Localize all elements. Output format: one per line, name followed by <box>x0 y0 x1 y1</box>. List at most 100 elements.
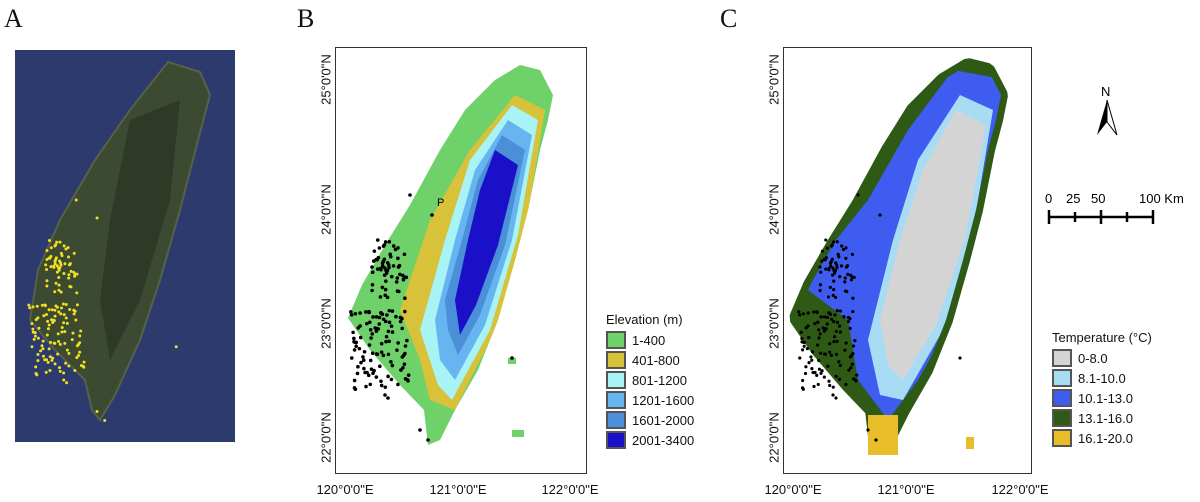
sample-point <box>361 358 366 363</box>
sample-point <box>62 271 66 275</box>
temperature-map <box>796 65 1008 455</box>
sample-point <box>367 343 372 347</box>
sample-point <box>836 252 840 256</box>
sample-point <box>395 289 400 293</box>
sample-point <box>383 287 388 292</box>
sample-point <box>398 319 403 324</box>
sample-point <box>375 267 380 271</box>
legend-label: 401-800 <box>632 352 680 368</box>
sample-point <box>373 326 377 330</box>
sample-point <box>845 264 850 268</box>
sample-point <box>359 360 363 365</box>
sample-point <box>824 267 828 271</box>
sample-point <box>69 269 73 273</box>
sample-point <box>379 379 383 384</box>
sample-point <box>46 360 50 364</box>
sample-point <box>387 265 391 270</box>
sample-point <box>58 259 62 263</box>
sample-point <box>377 315 382 320</box>
sample-point <box>384 339 388 344</box>
sample-point <box>958 356 962 360</box>
sample-point <box>368 328 373 332</box>
sample-point <box>364 384 368 389</box>
sample-point <box>68 262 72 266</box>
sample-point <box>43 358 47 362</box>
sample-point <box>842 315 846 319</box>
sample-point <box>59 263 63 267</box>
sample-point <box>878 213 882 217</box>
sample-point <box>838 309 843 313</box>
sample-point <box>53 259 57 263</box>
sample-point <box>818 288 822 293</box>
sample-point <box>370 332 375 336</box>
legend-label: 8.1-10.0 <box>1078 370 1126 386</box>
sample-point <box>801 378 805 383</box>
sample-point <box>32 337 36 341</box>
sample-point <box>807 335 811 340</box>
sample-point <box>844 246 848 250</box>
sample-point <box>831 385 835 389</box>
sample-point <box>819 371 823 375</box>
sample-point <box>48 368 52 372</box>
legend-swatch <box>606 391 626 409</box>
sample-point <box>368 382 373 387</box>
sample-point <box>398 272 402 277</box>
sample-point <box>818 265 822 269</box>
sample-point <box>829 244 834 248</box>
sample-point <box>831 393 835 397</box>
sample-point <box>40 303 44 307</box>
sample-point <box>70 338 74 342</box>
sample-point <box>832 340 836 344</box>
sample-point <box>73 274 77 278</box>
sample-point <box>824 327 828 331</box>
sample-point <box>67 255 71 259</box>
sample-point <box>844 256 848 260</box>
sample-point <box>380 264 385 268</box>
sample-point <box>383 240 388 244</box>
sample-point <box>63 262 67 266</box>
sample-point <box>355 371 360 376</box>
sample-point <box>800 336 804 341</box>
sample-point <box>77 342 81 346</box>
b-ytick-23n: 23°0'0"N <box>318 298 334 349</box>
sample-point <box>45 284 49 288</box>
sample-point <box>75 291 79 295</box>
sample-point <box>53 262 57 266</box>
sample-point <box>82 360 86 364</box>
elevation-legend-item: 1601-2000 <box>606 410 694 430</box>
sample-point <box>47 308 51 312</box>
scale-bar <box>1047 210 1155 224</box>
sample-point <box>846 272 850 276</box>
sample-point <box>818 332 822 336</box>
sample-point <box>404 275 409 280</box>
b-xtick-122e: 122°0'0"E <box>541 482 599 497</box>
sample-point <box>828 383 832 388</box>
sample-point <box>383 279 388 283</box>
sample-points-a <box>27 198 178 422</box>
sample-point <box>381 244 386 248</box>
sample-point <box>820 369 824 373</box>
sample-point <box>31 305 35 309</box>
sample-point <box>834 261 838 265</box>
sample-point <box>810 366 814 371</box>
sample-point <box>57 310 61 314</box>
sample-point <box>47 323 51 327</box>
sample-point <box>374 329 379 333</box>
sample-point <box>815 310 819 314</box>
sample-point <box>811 370 815 375</box>
sample-point <box>426 438 430 442</box>
sample-point <box>394 314 398 319</box>
sample-point <box>835 240 839 244</box>
sample-point <box>850 252 855 256</box>
legend-label: 13.1-16.0 <box>1078 410 1133 426</box>
sample-point <box>358 335 363 340</box>
sample-point <box>403 309 407 314</box>
sample-point <box>75 303 79 307</box>
c-xtick-122e: 122°0'0"E <box>991 482 1049 497</box>
sample-point <box>41 339 45 343</box>
sample-point <box>47 347 51 351</box>
sample-point <box>812 384 816 389</box>
legend-label: 801-1200 <box>632 372 687 388</box>
sample-point <box>43 304 47 308</box>
sample-point <box>802 344 806 348</box>
